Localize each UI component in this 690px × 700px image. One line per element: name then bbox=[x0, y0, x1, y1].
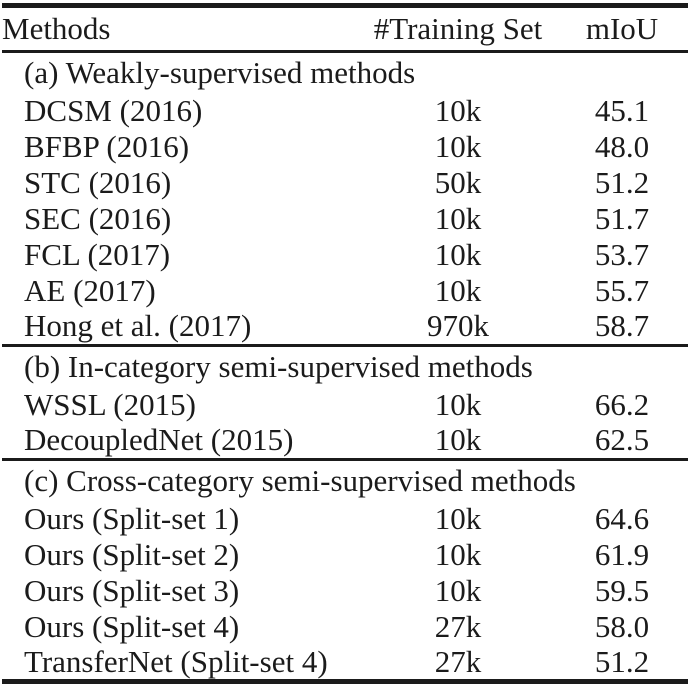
method-cell: BFBP (2016) bbox=[24, 129, 190, 165]
method-cell: TransferNet (Split-set 4) bbox=[24, 643, 328, 679]
table-row: STC (2016) 50k 51.2 bbox=[2, 166, 688, 202]
column-header-training-set: #Training Set bbox=[373, 10, 543, 46]
table-row: Hong et al. (2017) 970k 58.7 bbox=[2, 310, 688, 346]
training-set-cell: 10k bbox=[434, 237, 482, 273]
method-cell: STC (2016) bbox=[24, 165, 172, 201]
method-cell: DCSM (2016) bbox=[24, 93, 203, 129]
table-row: Ours (Split-set 4) 27k 58.0 bbox=[2, 610, 688, 646]
miou-cell: 51.2 bbox=[594, 165, 650, 201]
training-set-cell: 27k bbox=[434, 609, 482, 645]
section-header-label: (c) Cross-category semi-supervised metho… bbox=[24, 462, 576, 498]
training-set-cell: 10k bbox=[434, 273, 482, 309]
method-cell: Ours (Split-set 4) bbox=[24, 609, 240, 645]
table-row: DCSM (2016) 10k 45.1 bbox=[2, 94, 688, 130]
section-header-label: (a) Weakly-supervised methods bbox=[24, 54, 416, 90]
method-cell: Ours (Split-set 1) bbox=[24, 501, 240, 537]
method-cell: Hong et al. (2017) bbox=[24, 308, 252, 344]
training-set-cell: 10k bbox=[434, 93, 482, 129]
miou-cell: 55.7 bbox=[594, 273, 650, 309]
miou-cell: 51.2 bbox=[594, 643, 650, 679]
miou-cell: 59.5 bbox=[594, 573, 650, 609]
table-row: Ours (Split-set 2) 10k 61.9 bbox=[2, 538, 688, 574]
table-head: Methods #Training Set mIoU bbox=[2, 6, 688, 52]
miou-cell: 45.1 bbox=[594, 93, 650, 129]
column-header-miou: mIoU bbox=[585, 10, 659, 46]
training-set-cell: 970k bbox=[427, 308, 489, 344]
miou-cell: 61.9 bbox=[594, 537, 650, 573]
section-header-label: (b) In-category semi-supervised methods bbox=[24, 348, 533, 384]
section-header-row: (a) Weakly-supervised methods bbox=[2, 52, 688, 94]
table-row: WSSL (2015) 10k 66.2 bbox=[2, 388, 688, 424]
training-set-cell: 10k bbox=[434, 537, 482, 573]
training-set-cell: 10k bbox=[434, 201, 482, 237]
training-set-cell: 27k bbox=[434, 643, 482, 679]
method-cell: AE (2017) bbox=[24, 273, 156, 309]
miou-cell: 48.0 bbox=[594, 129, 650, 165]
table-header-row: Methods #Training Set mIoU bbox=[2, 6, 688, 52]
section-header-row: (b) In-category semi-supervised methods bbox=[2, 346, 688, 388]
table-section: (c) Cross-category semi-supervised metho… bbox=[2, 459, 688, 682]
table-row: SEC (2016) 10k 51.7 bbox=[2, 202, 688, 238]
table-row: TransferNet (Split-set 4) 27k 51.2 bbox=[2, 643, 688, 682]
training-set-cell: 50k bbox=[434, 165, 482, 201]
training-set-cell: 10k bbox=[434, 422, 482, 458]
method-cell: WSSL (2015) bbox=[24, 387, 196, 423]
method-cell: DecoupledNet (2015) bbox=[24, 422, 294, 458]
miou-cell: 66.2 bbox=[594, 387, 650, 423]
column-header-methods: Methods bbox=[2, 10, 111, 46]
miou-cell: 53.7 bbox=[594, 237, 650, 273]
miou-cell: 58.0 bbox=[594, 609, 650, 645]
training-set-cell: 10k bbox=[434, 573, 482, 609]
table-row: DecoupledNet (2015) 10k 62.5 bbox=[2, 424, 688, 460]
table-section: (a) Weakly-supervised methods DCSM (2016)… bbox=[2, 51, 688, 346]
miou-cell: 62.5 bbox=[594, 422, 650, 458]
section-header-row: (c) Cross-category semi-supervised metho… bbox=[2, 460, 688, 502]
table-row: AE (2017) 10k 55.7 bbox=[2, 274, 688, 310]
training-set-cell: 10k bbox=[434, 501, 482, 537]
miou-cell: 64.6 bbox=[594, 501, 650, 537]
table-row: FCL (2017) 10k 53.7 bbox=[2, 238, 688, 274]
training-set-cell: 10k bbox=[434, 129, 482, 165]
method-cell: SEC (2016) bbox=[24, 201, 172, 237]
miou-cell: 51.7 bbox=[594, 201, 650, 237]
table-row: Ours (Split-set 1) 10k 64.6 bbox=[2, 502, 688, 538]
table-row: Ours (Split-set 3) 10k 59.5 bbox=[2, 574, 688, 610]
method-cell: Ours (Split-set 3) bbox=[24, 573, 240, 609]
miou-cell: 58.7 bbox=[594, 308, 650, 344]
table-row: BFBP (2016) 10k 48.0 bbox=[2, 130, 688, 166]
method-cell: Ours (Split-set 2) bbox=[24, 537, 240, 573]
method-cell: FCL (2017) bbox=[24, 237, 171, 273]
table-section: (b) In-category semi-supervised methods W… bbox=[2, 345, 688, 460]
training-set-cell: 10k bbox=[434, 387, 482, 423]
results-table: Methods #Training Set mIoU (a) Weakly-su… bbox=[2, 3, 688, 684]
